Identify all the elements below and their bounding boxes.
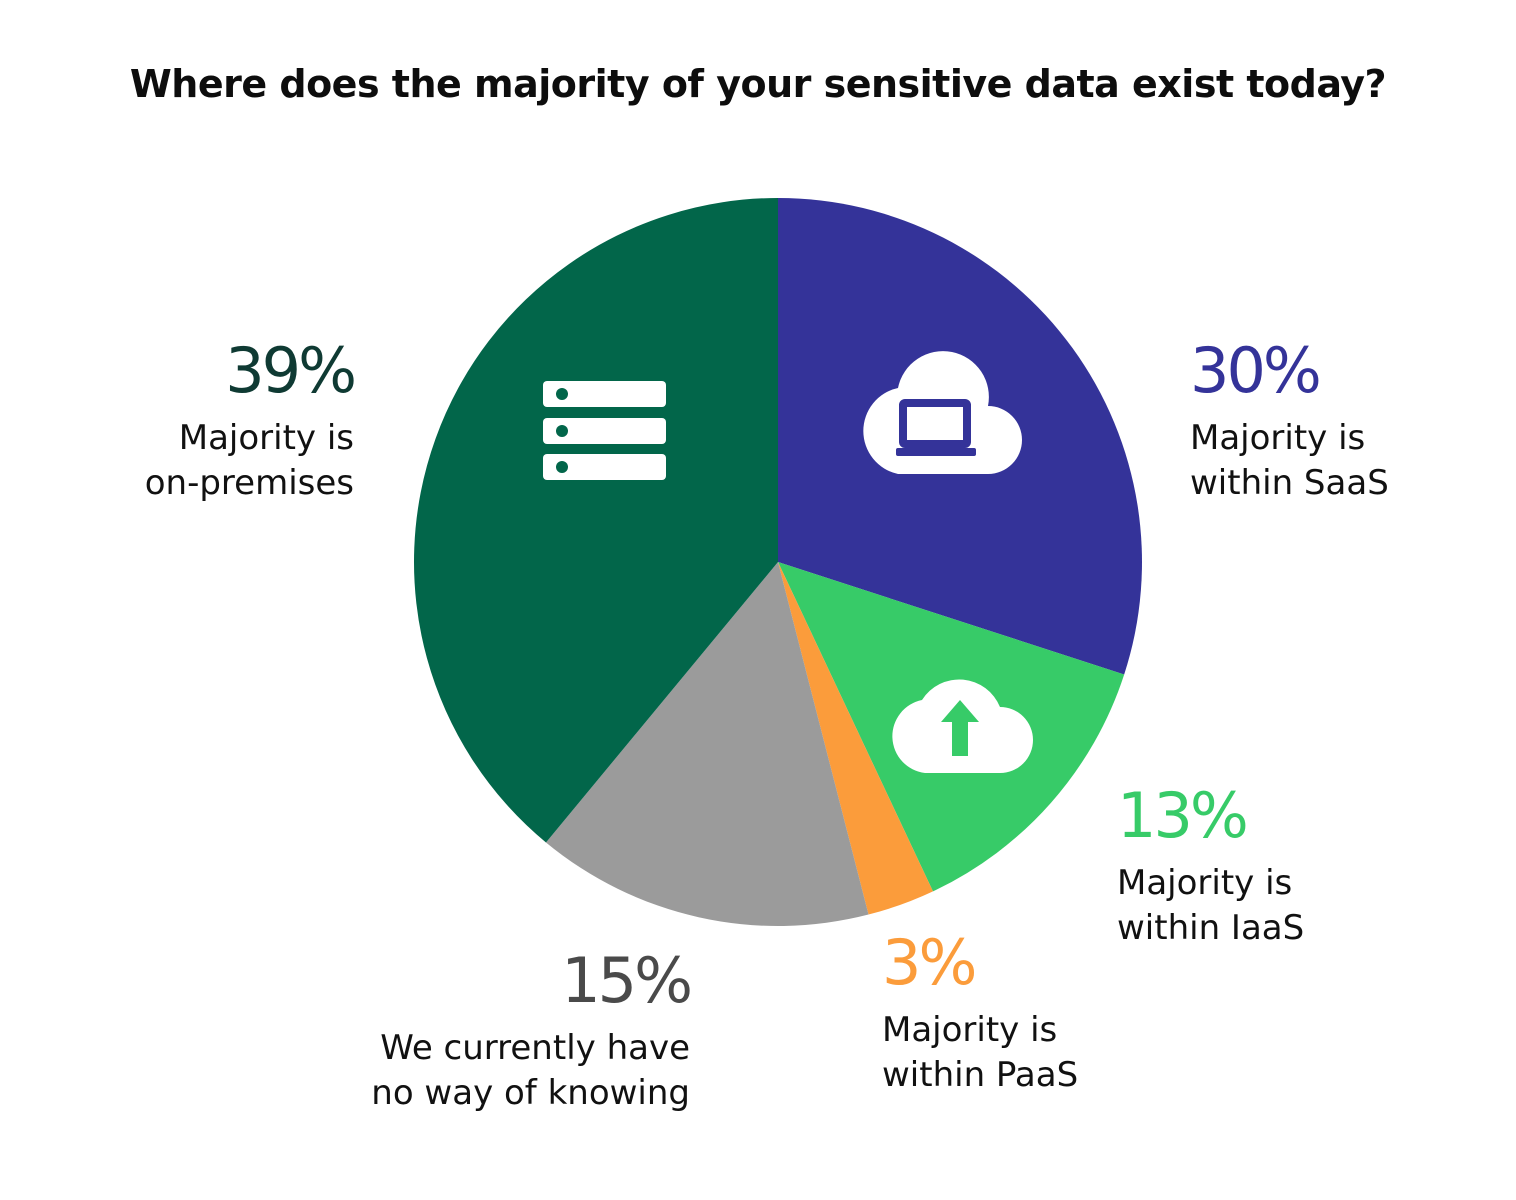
label-paas: 3% Majority is within PaaS: [882, 932, 1078, 1098]
pie-slice-unknown: [545, 562, 869, 926]
chart-title: Where does the majority of your sensitiv…: [129, 62, 1387, 106]
pct-iaas: 13%: [1117, 779, 1249, 852]
cloud-laptop-icon: [863, 351, 1022, 474]
pct-paas: 3%: [882, 926, 977, 999]
cloud-upload-icon: [892, 679, 1033, 773]
label-unknown: 15% We currently have no way of knowing: [371, 944, 693, 1116]
desc-paas: Majority is within PaaS: [882, 1010, 1079, 1095]
desc-on-premises: Majority is on-premises: [144, 418, 354, 503]
pie-slice-on_premises: [413, 198, 778, 843]
server-stack-icon: [543, 381, 666, 480]
desc-iaas: Majority is within IaaS: [1117, 863, 1305, 948]
pct-unknown: 15%: [561, 944, 693, 1017]
label-iaas: 13% Majority is within IaaS: [1117, 785, 1304, 951]
desc-saas: Majority is within SaaS: [1190, 418, 1389, 503]
label-on-premises: 39% Majority is on-premises: [144, 334, 357, 506]
label-saas: 30% Majority is within SaaS: [1190, 340, 1389, 506]
pie-slices: [413, 198, 1142, 926]
pct-saas: 30%: [1190, 334, 1322, 407]
pie-slice-paas: [778, 562, 933, 915]
pct-on-premises: 39%: [225, 334, 357, 407]
desc-unknown: We currently have no way of knowing: [371, 1028, 690, 1113]
